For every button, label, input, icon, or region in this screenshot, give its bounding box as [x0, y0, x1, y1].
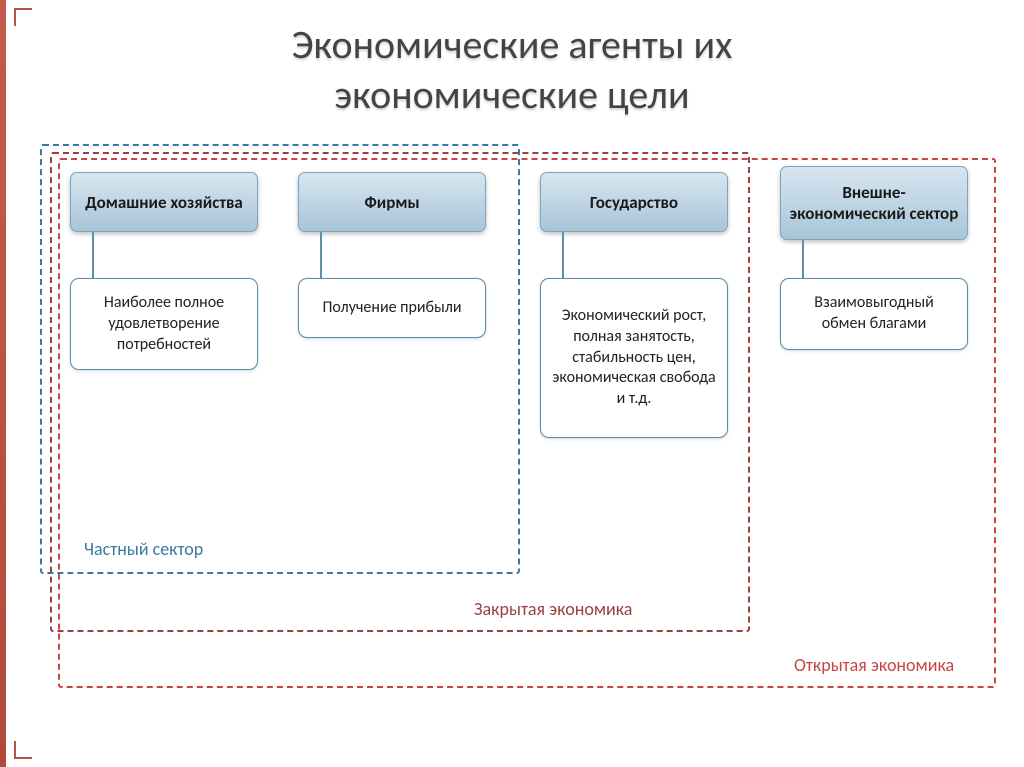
- agent-firms-label: Фирмы: [364, 192, 419, 213]
- agent-state-label: Государство: [590, 192, 678, 213]
- goal-state-text: Экономический рост, полная занятость, ст…: [551, 306, 717, 410]
- goal-state: Экономический рост, полная занятость, ст…: [540, 278, 728, 438]
- goal-households-text: Наиболее полное удовлетворение потребнос…: [81, 293, 247, 355]
- agent-external-label: Внешне-экономический сектор: [789, 182, 959, 224]
- agent-state: Государство: [540, 172, 728, 232]
- connector-2: [562, 232, 564, 282]
- goal-firms: Получение прибыли: [298, 278, 486, 338]
- connector-0: [92, 232, 94, 282]
- agent-firms: Фирмы: [298, 172, 486, 232]
- label-open-economy: Открытая экономика: [790, 654, 958, 676]
- corner-top-left: [14, 8, 32, 26]
- decor-left-bar: [0, 0, 6, 767]
- agent-households: Домашние хозяйства: [70, 172, 258, 232]
- agent-external-sector: Внешне-экономический сектор: [780, 166, 968, 240]
- page-title: Экономические агенты их экономические це…: [0, 0, 1024, 120]
- agent-households-label: Домашние хозяйства: [85, 192, 243, 213]
- label-private-sector: Частный сектор: [80, 538, 207, 560]
- goal-firms-text: Получение прибыли: [322, 298, 461, 319]
- goal-external: Взаимовыгодный обмен благами: [780, 278, 968, 350]
- goal-households: Наиболее полное удовлетворение потребнос…: [70, 278, 258, 370]
- corner-bottom-left: [14, 741, 32, 759]
- label-closed-economy: Закрытая экономика: [470, 598, 636, 620]
- connector-1: [320, 232, 322, 282]
- connector-3: [802, 240, 804, 282]
- title-line1: Экономические агенты их: [292, 20, 733, 69]
- goal-external-text: Взаимовыгодный обмен благами: [791, 293, 957, 335]
- title-line2: экономические цели: [334, 70, 689, 119]
